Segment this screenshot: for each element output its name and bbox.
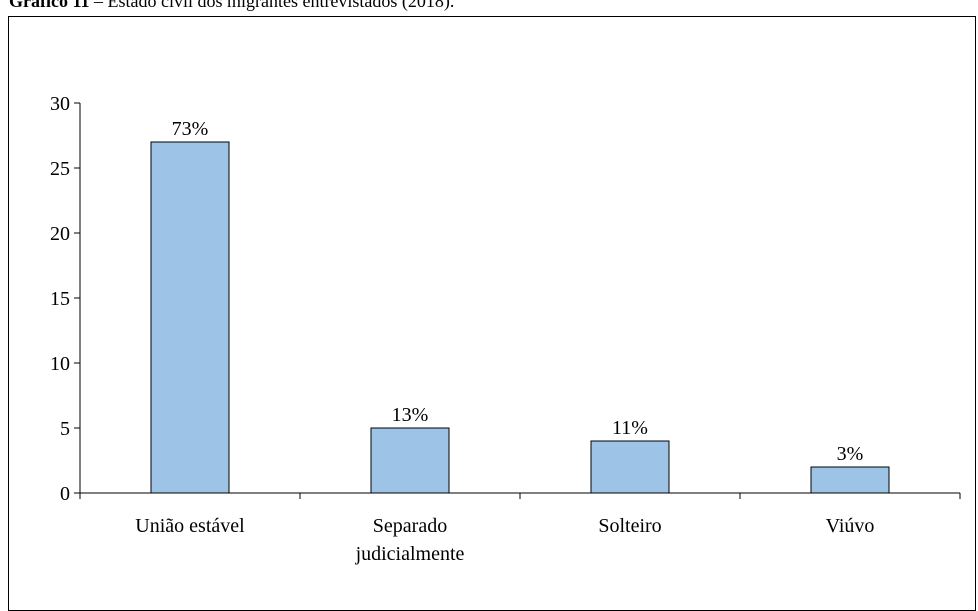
figure-caption: Gráfico 11 – Estado civil dos migrantes … — [9, 0, 454, 12]
y-tick-label: 5 — [60, 418, 70, 440]
data-label: 13% — [392, 404, 429, 426]
caption-text: – Estado civil dos migrantes entrevistad… — [89, 0, 455, 11]
data-label: 11% — [612, 417, 648, 439]
x-category-label: União estável — [135, 515, 245, 537]
bar — [590, 440, 670, 494]
y-tick-label: 20 — [50, 223, 70, 245]
y-tick-label: 10 — [50, 353, 70, 375]
data-label: 73% — [172, 118, 209, 140]
x-category-label: Solteiro — [598, 515, 661, 537]
caption-label: Gráfico 11 — [9, 0, 90, 11]
data-label: 3% — [837, 443, 864, 465]
bar — [370, 427, 450, 494]
y-tick-label: 25 — [50, 158, 70, 180]
bar — [150, 141, 230, 494]
bar — [810, 466, 890, 494]
x-category-label: Viúvo — [826, 515, 875, 537]
y-tick-label: 0 — [60, 483, 70, 505]
y-tick-label: 30 — [50, 93, 70, 115]
x-category-label: Separado judicialmente — [355, 515, 465, 565]
y-tick-label: 15 — [50, 288, 70, 310]
